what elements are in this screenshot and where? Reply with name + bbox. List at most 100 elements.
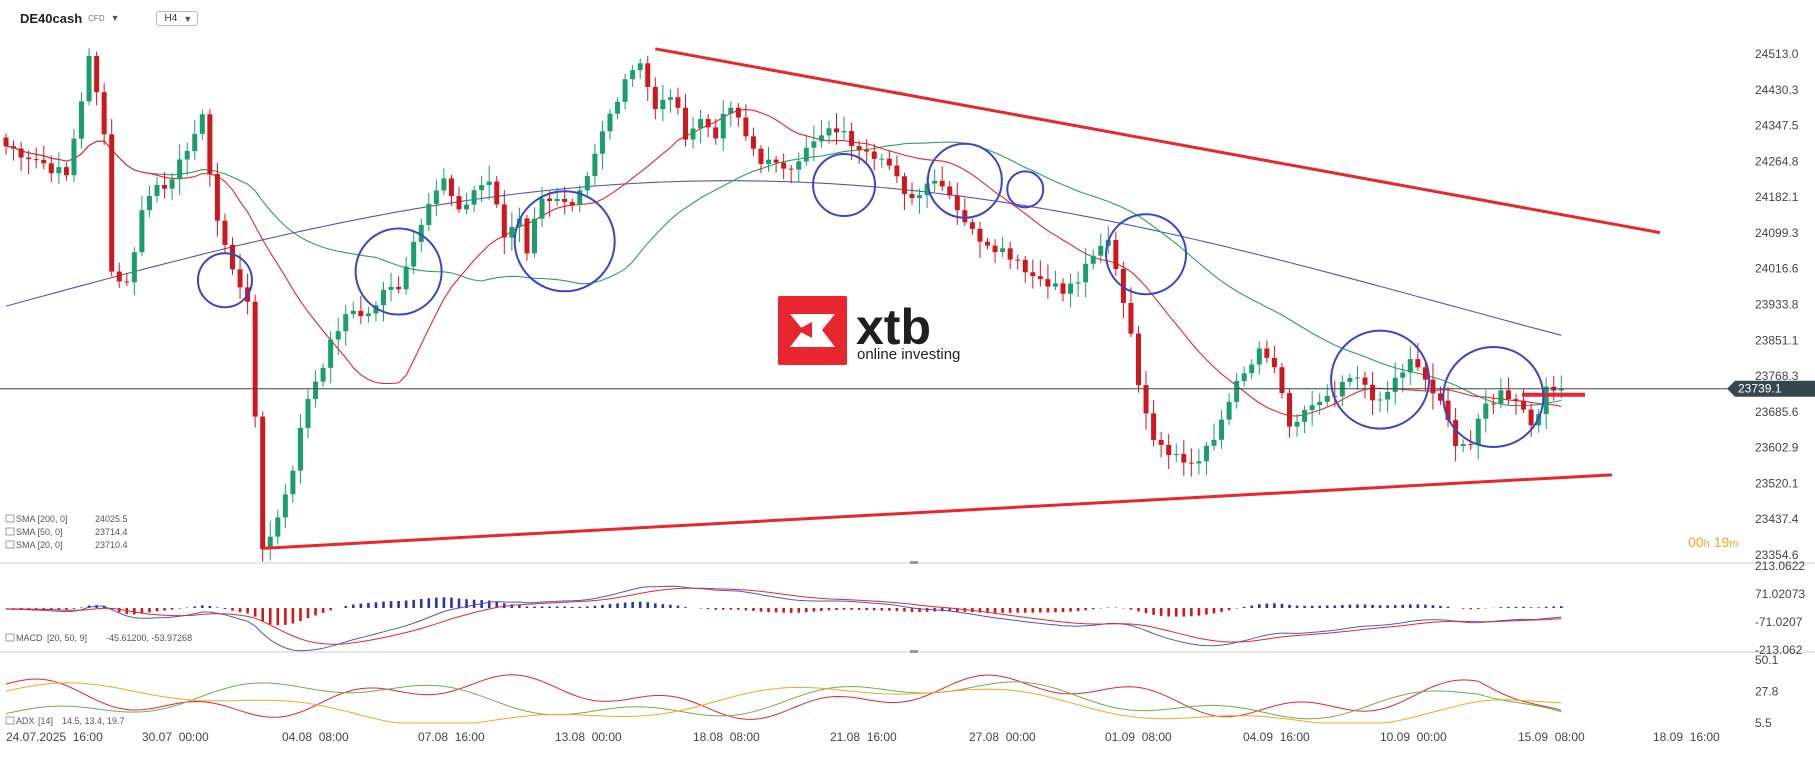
- upper-trendline[interactable]: [655, 47, 1661, 235]
- candle-body[interactable]: [773, 159, 779, 163]
- candle-body[interactable]: [79, 101, 84, 139]
- candle-body[interactable]: [1430, 379, 1436, 394]
- candle-body[interactable]: [396, 286, 402, 290]
- candle-body[interactable]: [532, 218, 537, 254]
- candle-body[interactable]: [1294, 421, 1300, 427]
- candle-body[interactable]: [199, 114, 205, 134]
- candle-body[interactable]: [728, 107, 734, 114]
- candle-body[interactable]: [418, 224, 424, 242]
- highlight-circle[interactable]: [1105, 213, 1188, 296]
- candle-body[interactable]: [1151, 413, 1157, 440]
- candle-body[interactable]: [426, 203, 432, 225]
- candle-body[interactable]: [63, 167, 69, 176]
- candle-body[interactable]: [509, 226, 515, 238]
- candle-body[interactable]: [1090, 255, 1096, 264]
- candle-body[interactable]: [162, 184, 168, 189]
- candle-body[interactable]: [433, 190, 439, 204]
- pane-resize-handle[interactable]: [910, 561, 918, 564]
- candle-body[interactable]: [1415, 359, 1421, 368]
- candle-body[interactable]: [275, 517, 281, 537]
- candle-body[interactable]: [743, 117, 749, 137]
- candle-body[interactable]: [1196, 461, 1202, 464]
- candle-body[interactable]: [358, 310, 364, 317]
- candle-body[interactable]: [1475, 418, 1481, 445]
- candle-body[interactable]: [758, 148, 764, 164]
- candle-body[interactable]: [464, 204, 470, 210]
- candle-body[interactable]: [917, 195, 923, 199]
- candle-body[interactable]: [1347, 377, 1353, 382]
- candle-body[interactable]: [94, 55, 100, 93]
- candle-body[interactable]: [1249, 364, 1255, 374]
- candle-body[interactable]: [690, 128, 696, 140]
- candle-body[interactable]: [539, 198, 545, 219]
- candle-body[interactable]: [1302, 409, 1308, 422]
- legend-settings-icon[interactable]: [5, 633, 15, 642]
- candle-body[interactable]: [101, 92, 107, 135]
- candle-body[interactable]: [222, 220, 228, 245]
- candle-body[interactable]: [3, 137, 9, 147]
- candle-body[interactable]: [18, 148, 24, 158]
- candle-body[interactable]: [252, 301, 258, 417]
- candle-body[interactable]: [146, 196, 152, 211]
- candle-body[interactable]: [33, 159, 39, 161]
- candle-body[interactable]: [1264, 348, 1270, 358]
- candle-body[interactable]: [901, 176, 907, 194]
- candle-body[interactable]: [1015, 259, 1021, 261]
- lower-trendline[interactable]: [262, 473, 1613, 550]
- candle-body[interactable]: [1181, 454, 1187, 463]
- candle-body[interactable]: [577, 190, 583, 205]
- candle-body[interactable]: [698, 119, 704, 129]
- candle-body[interactable]: [954, 195, 960, 211]
- candle-body[interactable]: [607, 113, 613, 132]
- candle-body[interactable]: [56, 167, 62, 174]
- candle-body[interactable]: [969, 222, 975, 229]
- candle-body[interactable]: [1370, 384, 1376, 401]
- legend-settings-icon[interactable]: [5, 527, 15, 536]
- candle-body[interactable]: [1460, 444, 1466, 447]
- candle-body[interactable]: [486, 181, 492, 186]
- candle-body[interactable]: [71, 138, 77, 176]
- legend-settings-icon[interactable]: [5, 514, 15, 523]
- candle-body[interactable]: [373, 305, 379, 314]
- candle-body[interactable]: [1287, 393, 1292, 427]
- candle-body[interactable]: [343, 314, 349, 332]
- candle-body[interactable]: [456, 196, 462, 210]
- highlight-circle[interactable]: [513, 190, 616, 293]
- candle-body[interactable]: [569, 202, 575, 205]
- candle-body[interactable]: [1271, 357, 1277, 368]
- legend-settings-icon[interactable]: [5, 540, 15, 549]
- candle-body[interactable]: [1203, 445, 1209, 462]
- candle-body[interactable]: [1068, 283, 1074, 294]
- candle-body[interactable]: [1075, 282, 1081, 284]
- candle-body[interactable]: [320, 367, 326, 382]
- candle-body[interactable]: [622, 79, 628, 102]
- candle-body[interactable]: [879, 158, 885, 160]
- candle-body[interactable]: [584, 176, 590, 191]
- candle-body[interactable]: [1173, 454, 1179, 456]
- candle-body[interactable]: [1453, 420, 1459, 447]
- candle-body[interactable]: [1158, 439, 1164, 445]
- candle-body[interactable]: [282, 494, 288, 518]
- candle-body[interactable]: [411, 241, 417, 267]
- candle-body[interactable]: [1521, 400, 1527, 410]
- candle-body[interactable]: [1490, 403, 1496, 405]
- candle-body[interactable]: [388, 286, 394, 290]
- candle-body[interactable]: [192, 133, 198, 152]
- candle-body[interactable]: [939, 180, 945, 187]
- candle-body[interactable]: [1362, 377, 1368, 385]
- candle-body[interactable]: [947, 186, 953, 196]
- candle-body[interactable]: [1317, 401, 1323, 406]
- candle-body[interactable]: [1226, 401, 1232, 420]
- candle-body[interactable]: [1309, 405, 1315, 410]
- candle-body[interactable]: [230, 244, 235, 270]
- highlight-circle[interactable]: [926, 142, 1003, 219]
- candle-body[interactable]: [184, 151, 190, 160]
- candle-body[interactable]: [886, 158, 892, 166]
- candle-body[interactable]: [1483, 403, 1489, 419]
- candle-body[interactable]: [720, 113, 726, 139]
- candle-body[interactable]: [667, 97, 673, 100]
- candle-body[interactable]: [864, 149, 870, 152]
- timeframe-select[interactable]: H4 ▼: [155, 10, 199, 26]
- candle-body[interactable]: [1354, 377, 1360, 379]
- candle-body[interactable]: [1060, 283, 1066, 294]
